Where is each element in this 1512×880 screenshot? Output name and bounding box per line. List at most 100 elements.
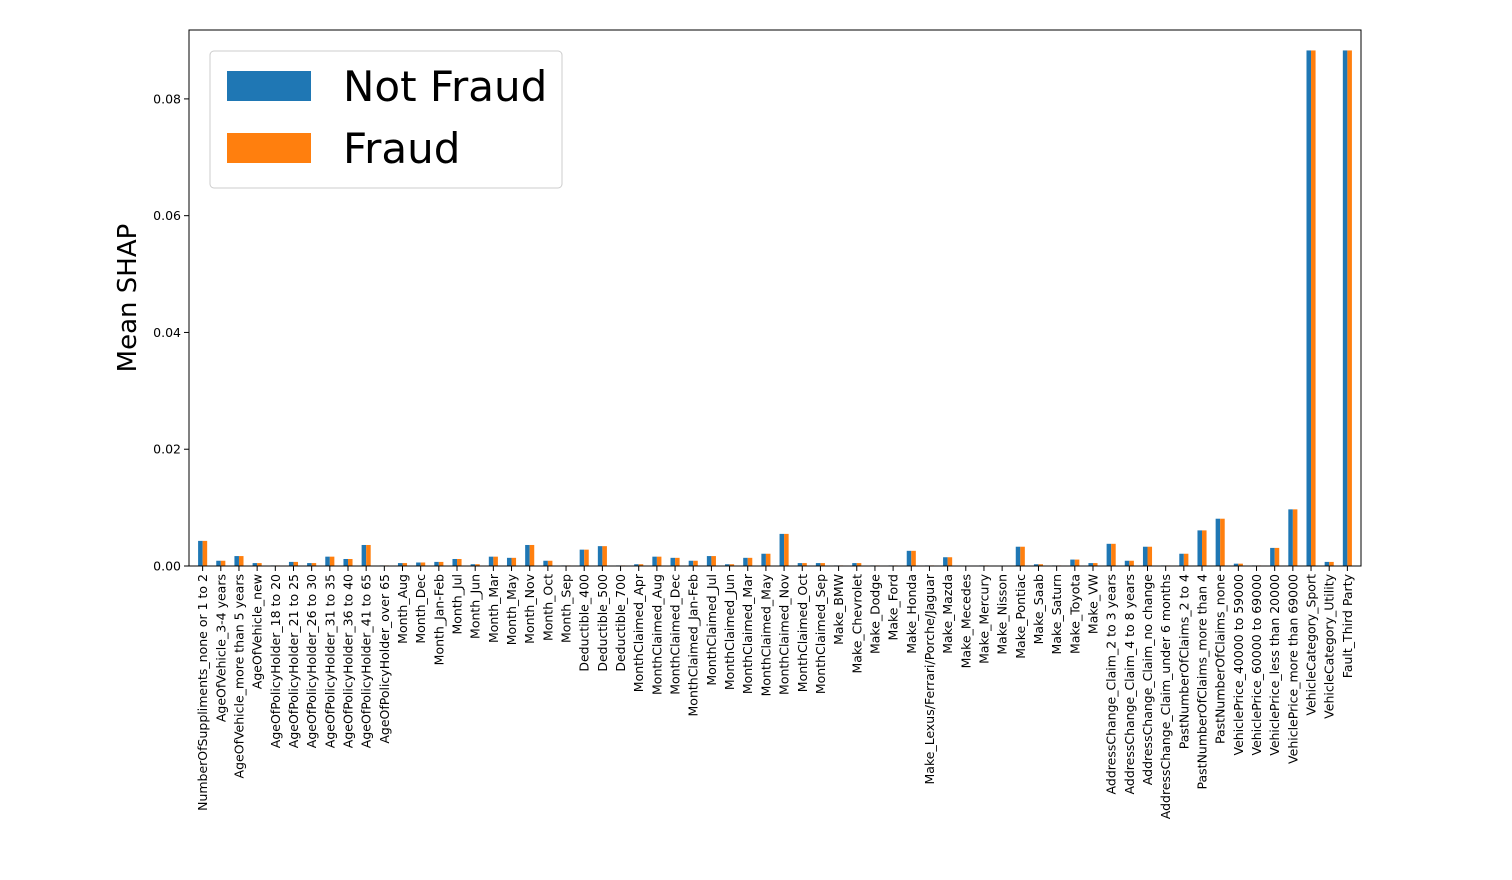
x-tick-label: Month_Aug bbox=[395, 574, 410, 644]
bar-not-fraud-24 bbox=[634, 564, 639, 566]
bar-fraud-30 bbox=[747, 557, 753, 566]
bars-group bbox=[198, 50, 1352, 566]
bar-fraud-17 bbox=[511, 557, 517, 566]
bar-fraud-8 bbox=[347, 558, 353, 566]
bar-fraud-27 bbox=[693, 560, 698, 566]
x-tick-label: AgeOfPolicyHolder_26 to 30 bbox=[304, 574, 319, 748]
bar-fraud-34 bbox=[820, 563, 825, 566]
x-tick-label: Make_VW bbox=[1085, 574, 1100, 634]
x-tick-label: Make_Ford bbox=[886, 574, 901, 640]
bar-not-fraud-49 bbox=[1088, 563, 1093, 566]
bar-fraud-46 bbox=[1038, 564, 1044, 566]
x-tick-label: Make_Mazda bbox=[940, 574, 955, 654]
legend-label-not-fraud: Not Fraud bbox=[343, 62, 547, 111]
x-tick-label: MonthClaimed_Nov bbox=[777, 573, 792, 695]
bar-fraud-48 bbox=[1074, 559, 1080, 566]
bar-fraud-41 bbox=[947, 557, 953, 566]
bar-fraud-2 bbox=[238, 556, 244, 566]
x-tick-label: Month_Sep bbox=[559, 574, 574, 643]
x-tick-label: AgeOfVehicle_more than 5 years bbox=[231, 574, 246, 778]
y-tick-label: 0.06 bbox=[153, 208, 181, 223]
bar-not-fraud-12 bbox=[416, 562, 421, 566]
bar-fraud-14 bbox=[457, 558, 462, 566]
x-tick-label: MonthClaimed_Sep bbox=[813, 574, 828, 694]
x-tick-label: MonthClaimed_Mar bbox=[740, 573, 755, 694]
bar-fraud-54 bbox=[1183, 553, 1189, 566]
x-tick-label: PastNumberOfClaims_2 to 4 bbox=[1176, 574, 1191, 749]
bar-not-fraud-28 bbox=[706, 556, 712, 566]
bar-not-fraud-1 bbox=[216, 560, 221, 566]
bar-not-fraud-14 bbox=[452, 558, 458, 566]
x-tick-label: VehiclePrice_more than 69000 bbox=[1285, 574, 1300, 764]
bar-fraud-55 bbox=[1202, 530, 1207, 566]
x-tick-label: MonthClaimed_May bbox=[758, 573, 773, 696]
bar-fraud-59 bbox=[1274, 547, 1280, 566]
x-tick-label: MonthClaimed_Apr bbox=[631, 573, 646, 692]
bar-not-fraud-46 bbox=[1033, 564, 1039, 566]
bar-fraud-62 bbox=[1329, 561, 1334, 566]
x-tick-label: Make_Saturn bbox=[1049, 574, 1064, 654]
bar-not-fraud-39 bbox=[906, 550, 912, 566]
bar-fraud-12 bbox=[420, 562, 426, 566]
bar-fraud-50 bbox=[1111, 543, 1116, 566]
bar-fraud-26 bbox=[675, 557, 680, 566]
bar-fraud-21 bbox=[584, 549, 589, 566]
bar-fraud-9 bbox=[366, 544, 371, 566]
x-tick-label: Make_Dodge bbox=[867, 574, 882, 654]
bar-fraud-63 bbox=[1347, 50, 1352, 566]
x-tick-label: Month_Oct bbox=[540, 574, 555, 641]
x-tick-label: Make_Toyota bbox=[1067, 574, 1082, 654]
bar-not-fraud-0 bbox=[198, 540, 203, 566]
bar-not-fraud-60 bbox=[1288, 509, 1293, 566]
bar-not-fraud-52 bbox=[1142, 546, 1148, 566]
bar-fraud-24 bbox=[638, 564, 644, 566]
x-tick-label: Month_Jun bbox=[468, 574, 483, 639]
x-tick-label: AgeOfPolicyHolder_41 to 65 bbox=[359, 574, 374, 748]
x-tick-label: AgeOfVehicle_new bbox=[250, 574, 265, 689]
bar-not-fraud-41 bbox=[943, 557, 948, 566]
bar-not-fraud-36 bbox=[852, 563, 857, 566]
x-tick-label: VehicleCategory_Utility bbox=[1322, 573, 1337, 718]
bar-fraud-15 bbox=[475, 564, 480, 566]
bar-not-fraud-8 bbox=[343, 558, 348, 566]
bar-fraud-49 bbox=[1092, 563, 1098, 566]
x-tick-label: AgeOfPolicyHolder_31 to 35 bbox=[322, 574, 337, 748]
bar-fraud-51 bbox=[1129, 560, 1134, 566]
bar-fraud-39 bbox=[911, 550, 916, 566]
x-tick-label: Make_Pontiac bbox=[1013, 574, 1028, 659]
x-tick-label: MonthClaimed_Aug bbox=[649, 574, 664, 695]
bar-not-fraud-59 bbox=[1270, 547, 1275, 566]
x-tick-label: Deductible_700 bbox=[613, 574, 628, 672]
bar-fraud-5 bbox=[293, 561, 299, 566]
bar-fraud-60 bbox=[1292, 509, 1298, 566]
x-tick-label: AgeOfVehicle_3-4 years bbox=[213, 574, 228, 722]
x-tick-label: Make_BMW bbox=[831, 574, 846, 645]
bar-fraud-25 bbox=[656, 556, 662, 566]
x-tick-label: Make_Saab bbox=[1031, 574, 1046, 644]
bar-not-fraud-63 bbox=[1342, 50, 1348, 566]
bar-fraud-56 bbox=[1220, 518, 1225, 566]
x-tick-label: Month_Nov bbox=[522, 573, 537, 643]
x-tick-label: VehiclePrice_less than 20000 bbox=[1267, 574, 1282, 756]
legend: Not Fraud Fraud bbox=[209, 50, 563, 189]
bar-not-fraud-15 bbox=[470, 564, 476, 566]
x-tick-label: MonthClaimed_Jan-Feb bbox=[686, 574, 701, 717]
bar-not-fraud-57 bbox=[1233, 563, 1239, 566]
x-tick-label: AgeOfPolicyHolder_18 to 20 bbox=[268, 574, 283, 748]
bar-not-fraud-31 bbox=[761, 553, 766, 566]
bar-fraud-11 bbox=[402, 563, 408, 566]
bar-not-fraud-9 bbox=[361, 544, 367, 566]
bar-fraud-18 bbox=[529, 544, 535, 566]
x-tick-label: MonthClaimed_Jun bbox=[722, 574, 737, 690]
bar-fraud-6 bbox=[311, 563, 317, 566]
y-tick-label: 0.08 bbox=[153, 91, 181, 106]
bar-not-fraud-22 bbox=[597, 546, 603, 566]
x-tick-label: Month_Mar bbox=[486, 573, 501, 643]
legend-swatch-not-fraud bbox=[227, 71, 311, 101]
x-tick-label: Make_Chevrolet bbox=[849, 574, 864, 674]
legend-swatch-fraud bbox=[227, 133, 311, 163]
bar-not-fraud-62 bbox=[1324, 561, 1330, 566]
bar-fraud-3 bbox=[257, 563, 262, 566]
bar-fraud-7 bbox=[329, 556, 335, 566]
